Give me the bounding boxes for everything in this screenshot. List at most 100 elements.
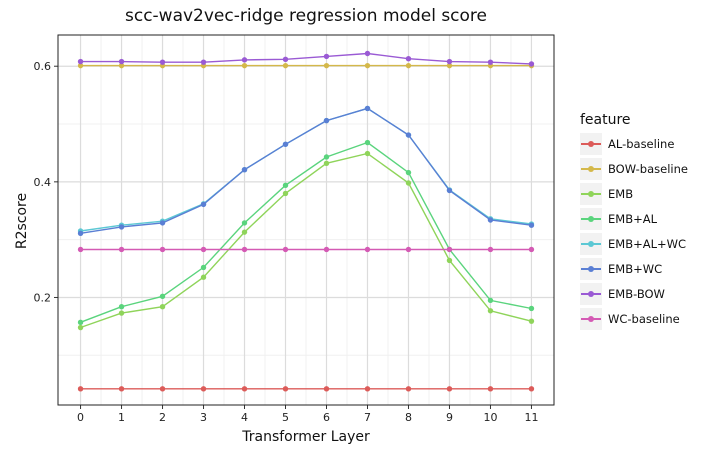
data-point-emb-wc [364, 105, 371, 112]
legend-key [580, 257, 602, 280]
data-point-emb-al [77, 319, 84, 326]
x-tick-label: 4 [241, 411, 248, 424]
data-point-emb-al [241, 220, 248, 226]
legend-label: AL-baseline [608, 136, 675, 151]
data-point-bow-baseline [364, 62, 371, 69]
data-point-emb-al [364, 139, 371, 146]
legend-key [580, 132, 602, 155]
data-point-wc-baseline [241, 246, 248, 253]
data-point-wc-baseline [405, 246, 412, 253]
data-point-emb-wc [200, 201, 207, 208]
x-tick-label: 0 [77, 411, 84, 424]
data-point-wc-baseline [282, 246, 289, 253]
y-tick-label: 0.2 [34, 291, 52, 304]
data-point-emb [118, 310, 125, 316]
legend-item-al-baseline: AL-baseline [580, 131, 688, 156]
data-point-bow-baseline [405, 62, 412, 69]
series-line-emb [80, 152, 532, 329]
data-point-al-baseline [487, 386, 494, 392]
data-point-emb [487, 308, 494, 314]
x-tick-label: 9 [446, 411, 453, 424]
legend-key [580, 157, 602, 180]
data-point-al-baseline [241, 386, 248, 392]
data-point-emb-wc [118, 224, 125, 230]
data-point-emb-bow [446, 58, 453, 65]
legend-key-dot [588, 190, 594, 197]
legend-label: EMB+WC [608, 261, 663, 276]
y-axis-title: R2score [14, 192, 30, 250]
data-point-emb-al [528, 305, 535, 312]
data-point-emb-bow [77, 58, 84, 65]
legend-key [580, 207, 602, 230]
data-point-emb-bow [405, 56, 412, 62]
data-point-bow-baseline [282, 62, 289, 69]
data-point-al-baseline [405, 386, 412, 392]
x-tick-label: 5 [282, 411, 289, 424]
legend-key [580, 232, 602, 255]
data-point-emb [364, 150, 371, 157]
data-point-wc-baseline [487, 246, 494, 253]
x-tick-label: 3 [200, 411, 207, 424]
data-point-emb [282, 190, 289, 197]
legend-item-wc-baseline: WC-baseline [580, 306, 688, 331]
data-point-emb [241, 229, 248, 235]
data-point-emb-wc [282, 141, 289, 147]
legend-key-dot [588, 290, 594, 297]
legend-label: BOW-baseline [608, 161, 688, 176]
data-point-emb [528, 318, 535, 324]
legend-title: feature [580, 112, 631, 128]
chart-title: scc-wav2vec-ridge regression model score [124, 6, 487, 26]
data-point-wc-baseline [159, 246, 166, 253]
data-point-emb-al [323, 154, 330, 160]
data-point-wc-baseline [118, 246, 125, 253]
data-point-emb-al [487, 297, 494, 304]
legend-key-dot [588, 315, 594, 322]
legend-item-bow-baseline: BOW-baseline [580, 156, 688, 181]
series-line-emb-al [80, 141, 532, 323]
legend-item-emb-al: EMB+AL [580, 206, 688, 231]
data-point-al-baseline [77, 386, 84, 392]
data-point-wc-baseline [77, 246, 84, 253]
data-point-emb-bow [200, 59, 207, 65]
data-point-emb-bow [282, 56, 289, 62]
data-point-al-baseline [364, 386, 371, 392]
data-point-emb-wc [446, 187, 453, 194]
data-point-bow-baseline [241, 62, 248, 69]
x-tick-label: 1 [118, 411, 125, 424]
data-point-emb-bow [118, 58, 125, 65]
data-point-emb-bow [528, 61, 535, 67]
data-point-emb-al [118, 304, 125, 310]
legend-key-dot [588, 140, 594, 147]
data-point-bow-baseline [446, 62, 453, 69]
data-point-al-baseline [118, 386, 125, 392]
data-point-emb-wc [77, 230, 84, 236]
legend-item-emb: EMB [580, 181, 688, 206]
data-point-emb-bow [159, 59, 166, 65]
data-point-bow-baseline [77, 62, 84, 69]
data-point-emb [323, 160, 330, 167]
data-point-al-baseline [282, 386, 289, 392]
data-point-emb-bow [487, 59, 494, 65]
x-tick-label: 2 [159, 411, 166, 424]
data-point-emb-wc [323, 117, 330, 124]
series-line-emb-bow [80, 52, 532, 65]
data-point-wc-baseline [528, 246, 535, 253]
legend-key [580, 182, 602, 205]
data-point-emb-al [200, 264, 207, 271]
y-tick-label: 0.6 [34, 60, 52, 73]
legend-label: WC-baseline [608, 311, 680, 326]
legend-key-dot [588, 240, 594, 247]
legend: feature AL-baseline BOW-baseline EMB EMB+AL… [580, 112, 688, 331]
legend-item-emb-wc: EMB+WC [580, 256, 688, 281]
data-point-emb [77, 324, 84, 331]
legend-item-emb-bow: EMB-BOW [580, 281, 688, 306]
legend-key-dot [588, 265, 594, 272]
legend-key-dot [588, 165, 594, 172]
x-tick-label: 11 [524, 411, 538, 424]
x-tick-label: 6 [323, 411, 330, 424]
legend-key [580, 307, 602, 330]
data-point-emb-al [159, 293, 166, 300]
data-point-emb-wc [487, 217, 494, 223]
